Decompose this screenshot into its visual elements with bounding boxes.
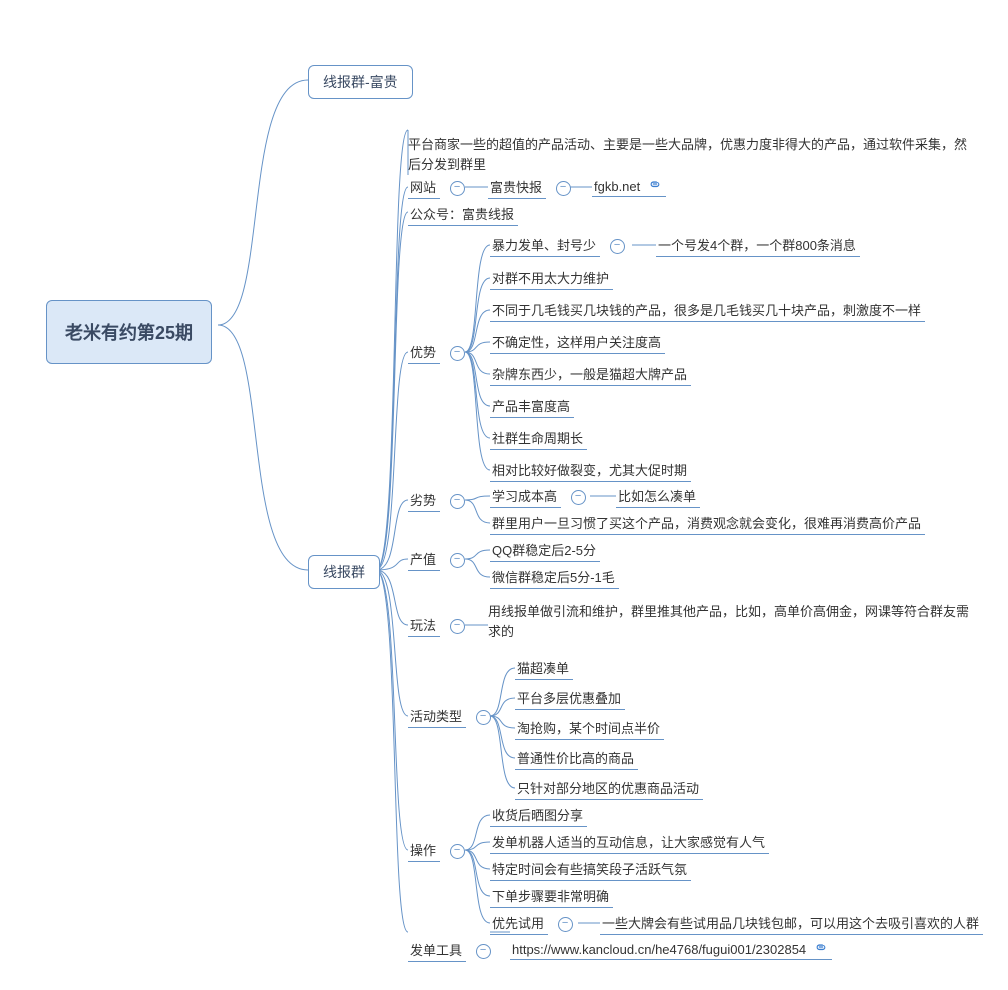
act-item-5: 只针对部分地区的优惠商品活动 — [515, 776, 703, 800]
op4-text: 下单步骤要非常明确 — [490, 884, 613, 908]
act-item-4: 普通性价比高的商品 — [515, 746, 638, 770]
val-item-1: QQ群稳定后2-5分 — [490, 538, 600, 562]
disadvantages-label: 劣势 — [408, 488, 440, 512]
op-item-1: 收货后晒图分享 — [490, 803, 587, 827]
op-item-3: 特定时间会有些搞笑段子活跃气氛 — [490, 857, 691, 881]
toggle-icon[interactable]: − — [610, 239, 625, 254]
intro-text-span: 平台商家一些的超值的产品活动、主要是一些大品牌，优惠力度非得大的产品，通过软件采… — [408, 137, 967, 172]
value-label: 产值 — [408, 547, 440, 571]
activity-label: 活动类型 — [408, 704, 466, 728]
link-icon — [648, 177, 662, 194]
val-item-2: 微信群稳定后5分-1毛 — [490, 565, 619, 589]
advantages-label: 优势 — [408, 340, 440, 364]
toggle-icon[interactable]: − — [450, 553, 465, 568]
act1-text: 猫超凑单 — [515, 656, 573, 680]
site-url-node[interactable]: fgkb.net — [592, 175, 666, 197]
branch-xianbaoqun-label: 线报群 — [323, 564, 365, 580]
adv4-text: 不确定性，这样用户关注度高 — [490, 330, 665, 354]
mindmap-canvas: 老米有约第25期 线报群-富贵 线报群 平台商家一些的超值的产品活动、主要是一些… — [10, 20, 990, 970]
toggle-icon[interactable]: − — [450, 619, 465, 634]
toggle-icon[interactable]: − — [476, 710, 491, 725]
tool-url-node[interactable]: https://www.kancloud.cn/he4768/fugui001/… — [510, 938, 832, 960]
adv-item-2: 对群不用太大力维护 — [490, 266, 613, 290]
op1-text: 收货后晒图分享 — [490, 803, 587, 827]
dis-item-1-detail: 比如怎么凑单 — [616, 484, 700, 508]
branch-xianbaoqun[interactable]: 线报群 — [308, 555, 380, 589]
val2-text: 微信群稳定后5分-1毛 — [490, 565, 619, 589]
site-label: 网站 — [408, 175, 440, 199]
op-item-2: 发单机器人适当的互动信息，让大家感觉有人气 — [490, 830, 769, 854]
advantages-node: 优势 − — [408, 340, 471, 364]
play-label: 玩法 — [408, 613, 440, 637]
dis2-text: 群里用户一旦习惯了买这个产品，消费观念就会变化，很难再消费高价产品 — [490, 511, 925, 535]
adv-item-3: 不同于几毛钱买几块钱的产品，很多是几毛钱买几十块产品，刺激度不一样 — [490, 298, 925, 322]
adv-item-8: 相对比较好做裂变，尤其大促时期 — [490, 458, 691, 482]
adv5-text: 杂牌东西少，一般是猫超大牌产品 — [490, 362, 691, 386]
act5-text: 只针对部分地区的优惠商品活动 — [515, 776, 703, 800]
adv7-text: 社群生命周期长 — [490, 426, 587, 450]
value-node: 产值 − — [408, 547, 471, 571]
operations-label: 操作 — [408, 838, 440, 862]
act3-text: 淘抢购，某个时间点半价 — [515, 716, 664, 740]
root-label: 老米有约第25期 — [65, 323, 193, 343]
adv2-text: 对群不用太大力维护 — [490, 266, 613, 290]
site-row: 网站 − — [408, 175, 471, 199]
op3-text: 特定时间会有些搞笑段子活跃气氛 — [490, 857, 691, 881]
val1-text: QQ群稳定后2-5分 — [490, 538, 600, 562]
adv-item-7: 社群生命周期长 — [490, 426, 587, 450]
toggle-icon[interactable]: − — [558, 917, 573, 932]
toggle-icon[interactable]: − — [450, 844, 465, 859]
activity-node: 活动类型 − — [408, 704, 497, 728]
adv3-text: 不同于几毛钱买几块钱的产品，很多是几毛钱买几十块产品，刺激度不一样 — [490, 298, 925, 322]
intro-text: 平台商家一些的超值的产品活动、主要是一些大品牌，优惠力度非得大的产品，通过软件采… — [408, 135, 968, 174]
root-node[interactable]: 老米有约第25期 — [46, 300, 212, 364]
link-icon — [814, 940, 828, 957]
dis-item-1: 学习成本高 − — [490, 484, 592, 508]
branch-fugui-label: 线报群-富贵 — [323, 74, 398, 90]
adv-item-4: 不确定性，这样用户关注度高 — [490, 330, 665, 354]
op-item-4: 下单步骤要非常明确 — [490, 884, 613, 908]
gzh-label: 公众号：富贵线报 — [408, 202, 518, 226]
play-node: 玩法 − — [408, 613, 471, 637]
op5-detail-text: 一些大牌会有些试用品几块钱包邮，可以用这个去吸引喜欢的人群 — [600, 911, 983, 935]
adv8-text: 相对比较好做裂变，尤其大促时期 — [490, 458, 691, 482]
adv6-text: 产品丰富度高 — [490, 394, 574, 418]
act-item-3: 淘抢购，某个时间点半价 — [515, 716, 664, 740]
adv1-detail-text: 一个号发4个群，一个群800条消息 — [656, 233, 860, 257]
site-name-node: 富贵快报 − — [488, 175, 577, 199]
toggle-icon[interactable]: − — [450, 494, 465, 509]
act4-text: 普通性价比高的商品 — [515, 746, 638, 770]
op-item-5-detail: 一些大牌会有些试用品几块钱包邮，可以用这个去吸引喜欢的人群 — [600, 911, 983, 935]
tool-label: 发单工具 — [408, 938, 466, 962]
op5-text: 优先试用 — [490, 911, 548, 935]
tool-node: 发单工具 − — [408, 938, 497, 962]
tool-url: https://www.kancloud.cn/he4768/fugui001/… — [512, 942, 806, 957]
act2-text: 平台多层优惠叠加 — [515, 686, 625, 710]
gzh-node: 公众号：富贵线报 — [408, 202, 518, 226]
act-item-2: 平台多层优惠叠加 — [515, 686, 625, 710]
adv-item-1: 暴力发单、封号少 − — [490, 233, 631, 257]
toggle-icon[interactable]: − — [450, 181, 465, 196]
operations-node: 操作 − — [408, 838, 471, 862]
play-text-span: 用线报单做引流和维护，群里推其他产品，比如，高单价高佣金，网课等符合群友需求的 — [488, 604, 969, 639]
toggle-icon[interactable]: − — [571, 490, 586, 505]
disadvantages-node: 劣势 − — [408, 488, 471, 512]
adv1-text: 暴力发单、封号少 — [490, 233, 600, 257]
play-text: 用线报单做引流和维护，群里推其他产品，比如，高单价高佣金，网课等符合群友需求的 — [488, 602, 978, 641]
branch-fugui[interactable]: 线报群-富贵 — [308, 65, 413, 99]
op-item-5: 优先试用 − — [490, 911, 579, 935]
toggle-icon[interactable]: − — [450, 346, 465, 361]
site-url: fgkb.net — [594, 179, 640, 194]
adv-item-6: 产品丰富度高 — [490, 394, 574, 418]
site-name: 富贵快报 — [488, 175, 546, 199]
toggle-icon[interactable]: − — [476, 944, 491, 959]
op2-text: 发单机器人适当的互动信息，让大家感觉有人气 — [490, 830, 769, 854]
dis1-text: 学习成本高 — [490, 484, 561, 508]
dis1-detail-text: 比如怎么凑单 — [616, 484, 700, 508]
dis-item-2: 群里用户一旦习惯了买这个产品，消费观念就会变化，很难再消费高价产品 — [490, 511, 925, 535]
act-item-1: 猫超凑单 — [515, 656, 573, 680]
adv-item-1-detail: 一个号发4个群，一个群800条消息 — [656, 233, 860, 257]
adv-item-5: 杂牌东西少，一般是猫超大牌产品 — [490, 362, 691, 386]
toggle-icon[interactable]: − — [556, 181, 571, 196]
